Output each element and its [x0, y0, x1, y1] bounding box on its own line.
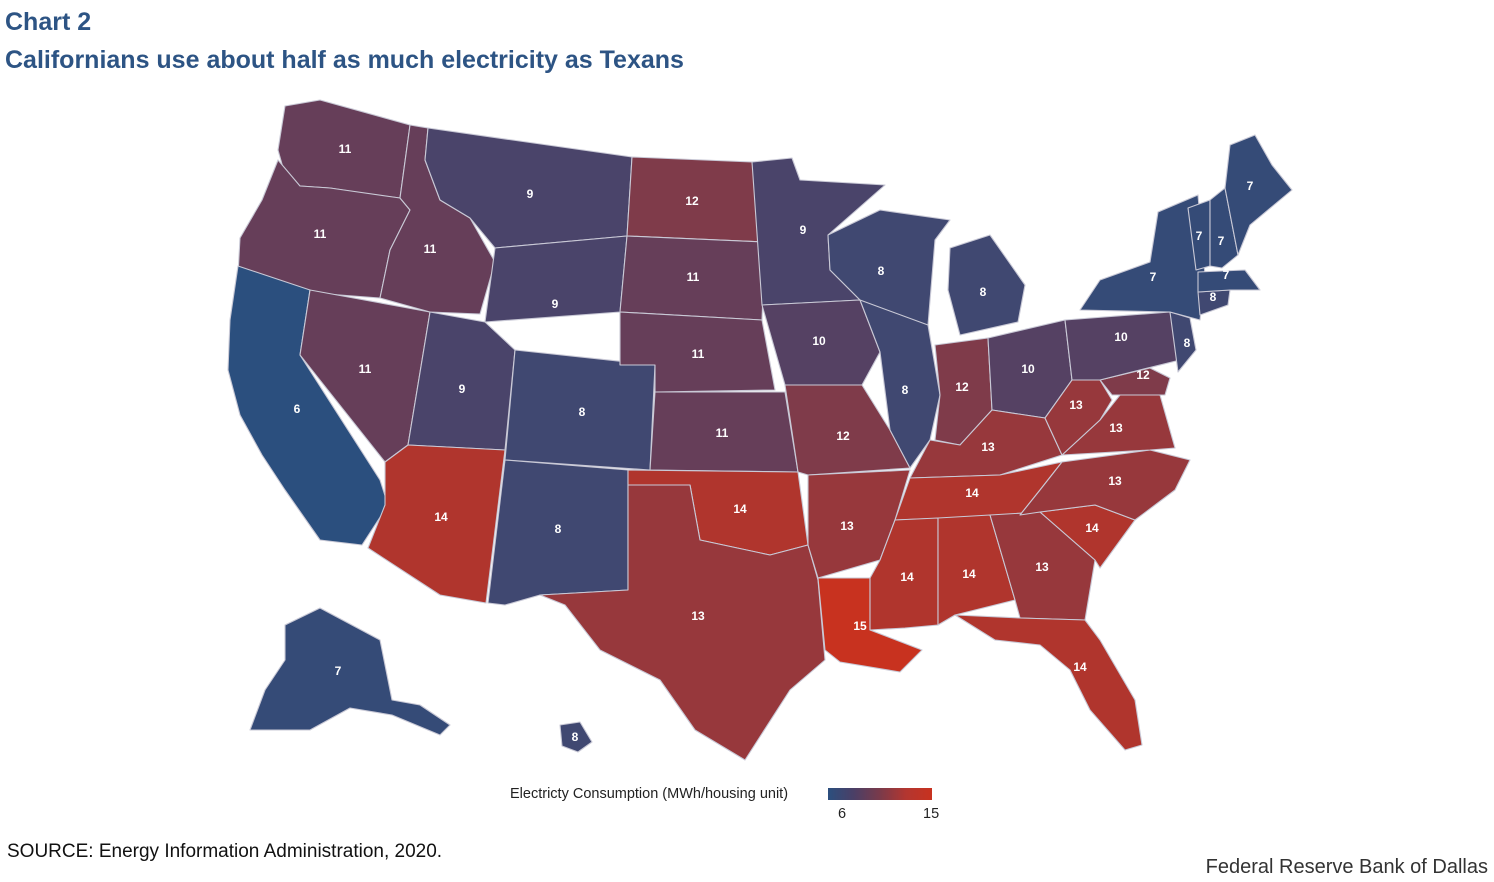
value-label-california: 6 [294, 402, 301, 416]
value-label-idaho: 11 [424, 242, 437, 256]
value-label-north-dakota: 12 [685, 194, 699, 208]
value-label-kentucky: 13 [981, 440, 995, 454]
value-label-montana: 9 [527, 187, 534, 201]
chart-title: Californians use about half as much elec… [5, 46, 684, 74]
state-new-york [1079, 194, 1206, 321]
state-new-hampshire [1209, 187, 1239, 269]
value-label-maine: 7 [1247, 179, 1254, 193]
value-label-louisiana: 15 [853, 619, 867, 633]
value-label-nebraska: 11 [692, 347, 705, 361]
value-label-new-jersey: 8 [1184, 336, 1191, 350]
value-label-tennessee: 14 [965, 486, 979, 500]
value-label-south-dakota: 11 [687, 270, 700, 284]
value-label-florida: 14 [1073, 660, 1087, 674]
value-label-new-hampshire: 7 [1218, 234, 1225, 248]
state-massachusetts [1197, 269, 1261, 293]
value-label-utah: 9 [459, 382, 466, 396]
value-label-texas: 13 [691, 609, 705, 623]
value-label-ohio: 10 [1021, 362, 1035, 376]
value-label-hawaii: 8 [572, 730, 579, 744]
value-label-illinois: 8 [902, 383, 909, 397]
value-label-missouri: 12 [836, 429, 850, 443]
value-label-oklahoma: 14 [733, 502, 747, 516]
state-hawaii [559, 721, 593, 753]
legend-max-label: 15 [923, 806, 940, 822]
value-label-michigan: 8 [980, 285, 987, 299]
value-label-massachusetts: 7 [1223, 268, 1230, 282]
value-label-north-carolina: 13 [1108, 474, 1122, 488]
state-texas [539, 484, 826, 761]
state-alabama [937, 514, 1016, 626]
chart-label: Chart 2 [5, 8, 92, 36]
state-alaska [249, 607, 451, 736]
value-label-washington: 11 [339, 142, 352, 156]
publisher-credit: Federal Reserve Bank of Dallas [1205, 856, 1488, 878]
value-label-new-york: 7 [1150, 270, 1157, 284]
value-label-maryland: 12 [1136, 368, 1150, 382]
value-label-alabama: 14 [962, 567, 976, 581]
value-label-virginia: 13 [1109, 421, 1123, 435]
value-label-indiana: 12 [955, 380, 969, 394]
value-label-new-mexico: 8 [555, 522, 562, 536]
legend-color-scale [828, 788, 932, 800]
state-illinois [859, 299, 941, 469]
value-label-iowa: 10 [812, 334, 826, 348]
value-label-kansas: 11 [716, 426, 729, 440]
legend-min-label: 6 [838, 806, 847, 822]
state-michigan [947, 234, 1026, 336]
value-label-pennsylvania: 10 [1114, 330, 1128, 344]
value-label-georgia: 13 [1035, 560, 1049, 574]
value-label-arizona: 14 [434, 510, 448, 524]
state-north-carolina [1019, 449, 1191, 521]
value-label-vermont: 7 [1196, 229, 1203, 243]
value-label-arkansas: 13 [840, 519, 854, 533]
value-label-wyoming: 9 [552, 297, 559, 311]
state-iowa [761, 299, 881, 386]
state-florida [954, 614, 1143, 751]
state-pennsylvania [1064, 311, 1181, 381]
legend-title: Electricty Consumption (MWh/housing unit… [510, 786, 789, 802]
state-arizona [367, 444, 506, 604]
source-note: SOURCE: Energy Information Administratio… [7, 841, 443, 862]
value-label-mississippi: 14 [900, 570, 914, 584]
value-label-south-carolina: 14 [1085, 521, 1099, 535]
value-label-west-virginia: 13 [1069, 398, 1083, 412]
value-label-nevada: 11 [359, 362, 372, 376]
state-maine [1224, 134, 1293, 256]
value-label-wisconsin: 8 [878, 264, 885, 278]
value-label-minnesota: 9 [800, 223, 807, 237]
value-label-oregon: 11 [314, 227, 327, 241]
value-label-connecticut: 8 [1210, 290, 1217, 304]
value-label-colorado: 8 [579, 405, 586, 419]
value-label-alaska: 7 [335, 664, 342, 678]
